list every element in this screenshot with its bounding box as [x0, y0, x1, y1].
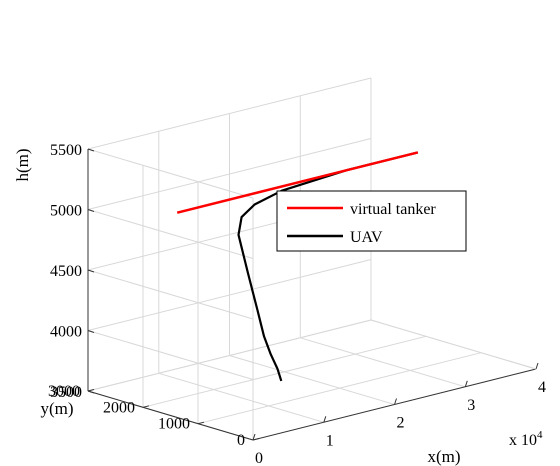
grid-left-z-2 [87, 269, 254, 320]
y-tick-label-3: 3000 [48, 383, 80, 400]
z-tick-mark-2 [87, 269, 95, 273]
z-axis-label: h(m) [13, 148, 32, 181]
z-tick-label-3: 5000 [50, 203, 82, 220]
grid-back-z-0 [87, 319, 372, 392]
x-tick-label-2: 2 [397, 415, 405, 432]
y-tick-label-2: 2000 [103, 399, 135, 416]
z-tick-mark-0 [87, 390, 95, 394]
grid-floor-x-1 [158, 372, 324, 423]
grid-back-z-4 [87, 77, 372, 150]
series-line-uav [237, 151, 419, 382]
series-layer [176, 151, 419, 382]
z-tick-mark-4 [87, 148, 95, 152]
x-tick-label-0: 0 [255, 450, 263, 466]
axes-layer [87, 148, 539, 441]
x-tick-mark-2 [394, 398, 397, 405]
z-tick-mark-3 [87, 209, 95, 212]
legend-label-virtual-tanker: virtual tanker [350, 201, 436, 218]
z-tick-label-2: 4500 [50, 263, 82, 280]
x-tick-label-1: 1 [326, 432, 334, 449]
x-tick-mark-1 [323, 416, 327, 423]
x-tick-label-4: 4 [538, 379, 546, 396]
grid-left-z-4 [87, 148, 254, 199]
y-tick-label-1: 1000 [158, 416, 190, 433]
legend: virtual tanker UAV [276, 190, 467, 252]
legend-box [276, 190, 467, 252]
x-axis-label: x(m) [427, 447, 460, 466]
y-tick-label-0: 0 [237, 432, 245, 449]
grid-floor-x-2 [229, 355, 395, 405]
grid-floor-x-3 [300, 337, 466, 388]
z-tick-label-1: 4000 [50, 324, 82, 341]
y-axis-label: y(m) [40, 399, 73, 418]
y-tick-mark-3 [87, 389, 95, 392]
x-exponent-base: x 10 [509, 432, 537, 449]
grid-left-z-3 [87, 209, 254, 259]
x-tick-mark-4 [535, 362, 539, 370]
grid-back-z-1 [87, 259, 372, 331]
x-tick-label-3: 3 [467, 397, 475, 414]
grid-back-z-3 [87, 138, 372, 210]
y-tick-mark-1 [197, 421, 205, 425]
x-exponent-label: x 104 [509, 429, 543, 449]
grid-left-z-1 [87, 330, 254, 380]
grid-floor-y-2 [142, 335, 427, 408]
z-tick-mark-1 [87, 330, 95, 333]
x-tick-mark-3 [464, 380, 468, 387]
x-tick-mark-0 [252, 433, 256, 441]
x-exponent-power: 4 [537, 429, 543, 441]
y-tick-mark-2 [142, 405, 150, 408]
legend-label-uav: UAV [350, 229, 383, 246]
z-tick-label-4: 5500 [50, 142, 82, 159]
z-tick-label-0: 3500 [50, 384, 82, 401]
y-tick-mark-0 [252, 438, 260, 441]
y-axis-line [87, 390, 254, 441]
floor-far-edge [370, 319, 537, 370]
grid-floor-y-1 [197, 352, 482, 425]
series-line-virtual-tanker [176, 151, 419, 214]
